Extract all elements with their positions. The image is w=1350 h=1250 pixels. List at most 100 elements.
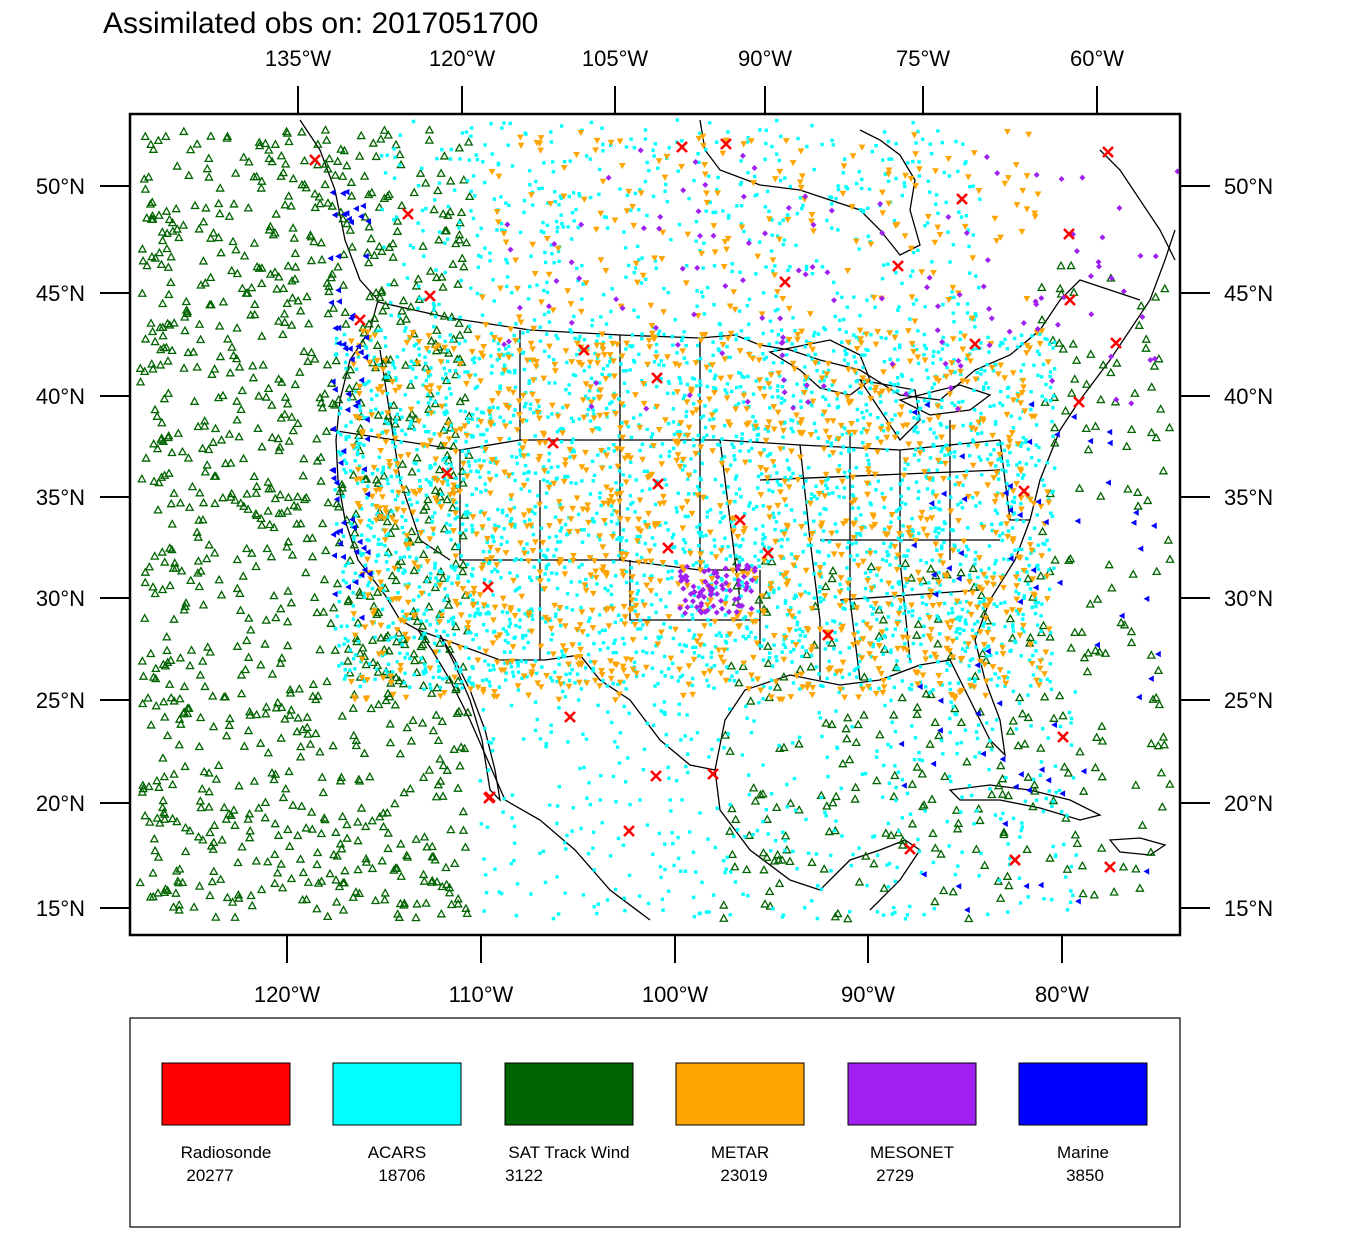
sat-wind-marker xyxy=(1134,320,1144,329)
acars-marker xyxy=(691,636,696,640)
acars-marker xyxy=(841,171,846,175)
acars-marker xyxy=(849,432,853,437)
acars-marker xyxy=(458,409,463,413)
acars-marker xyxy=(354,367,359,371)
sat-wind-marker xyxy=(1118,862,1129,871)
acars-marker xyxy=(831,143,835,147)
acars-marker xyxy=(954,630,958,634)
acars-marker xyxy=(524,401,528,406)
acars-marker xyxy=(856,506,861,510)
acars-marker xyxy=(393,497,398,502)
acars-marker xyxy=(1051,799,1055,804)
acars-marker xyxy=(394,215,399,219)
sat-wind-marker xyxy=(411,912,421,922)
acars-marker xyxy=(402,614,406,619)
acars-marker xyxy=(891,633,895,638)
acars-marker xyxy=(515,587,520,591)
acars-marker xyxy=(450,581,454,585)
acars-marker xyxy=(845,566,849,570)
acars-marker xyxy=(975,736,980,741)
acars-marker xyxy=(892,383,896,387)
sat-wind-marker xyxy=(364,222,374,231)
acars-marker xyxy=(965,302,970,306)
sat-wind-marker xyxy=(185,144,196,154)
acars-marker xyxy=(521,331,525,335)
sat-wind-marker xyxy=(431,710,441,719)
acars-marker xyxy=(740,557,745,562)
acars-marker xyxy=(747,634,751,639)
sat-wind-marker xyxy=(396,839,406,848)
sat-wind-marker xyxy=(182,703,193,712)
acars-marker xyxy=(833,522,838,526)
acars-marker xyxy=(510,164,515,168)
acars-marker xyxy=(751,415,755,419)
acars-marker xyxy=(978,501,982,505)
acars-marker xyxy=(637,352,641,356)
acars-marker xyxy=(697,911,702,916)
acars-marker xyxy=(816,332,821,336)
sat-wind-marker xyxy=(154,210,164,219)
acars-marker xyxy=(483,726,487,731)
acars-marker xyxy=(437,302,441,307)
acars-marker xyxy=(937,500,941,504)
acars-marker xyxy=(551,916,556,921)
acars-marker xyxy=(950,290,954,294)
acars-marker xyxy=(592,641,596,646)
acars-marker xyxy=(333,488,337,492)
sat-wind-marker xyxy=(220,458,231,468)
acars-marker xyxy=(582,338,587,342)
sat-wind-marker xyxy=(779,672,789,681)
acars-marker xyxy=(581,893,586,897)
sat-wind-marker xyxy=(372,609,382,619)
metar-marker xyxy=(540,375,548,382)
sat-wind-marker xyxy=(203,642,213,651)
acars-marker xyxy=(711,340,715,344)
acars-marker xyxy=(1006,558,1011,562)
acars-marker xyxy=(926,612,930,617)
sat-wind-marker xyxy=(389,277,399,287)
acars-marker xyxy=(813,562,818,566)
acars-marker xyxy=(824,507,828,512)
sat-wind-marker xyxy=(785,798,796,807)
acars-marker xyxy=(446,575,451,579)
acars-marker xyxy=(887,861,892,866)
acars-marker xyxy=(992,448,996,452)
acars-marker xyxy=(380,411,384,415)
sat-wind-marker xyxy=(385,354,396,364)
sat-wind-marker xyxy=(1037,526,1048,536)
sat-wind-marker xyxy=(388,238,398,248)
sat-wind-marker xyxy=(282,298,292,308)
acars-marker xyxy=(344,470,348,475)
sat-wind-marker xyxy=(283,586,293,595)
canada-coastline xyxy=(699,119,921,256)
sat-wind-marker xyxy=(975,815,985,825)
acars-marker xyxy=(684,764,688,769)
acars-marker xyxy=(749,630,753,635)
sat-wind-marker xyxy=(263,383,274,393)
acars-marker xyxy=(542,349,547,353)
acars-marker xyxy=(889,745,893,749)
map-area xyxy=(130,114,1180,935)
acars-marker xyxy=(381,467,385,472)
acars-marker xyxy=(664,605,668,609)
acars-marker xyxy=(651,194,656,199)
acars-marker xyxy=(734,434,739,439)
acars-marker xyxy=(777,743,781,748)
acars-marker xyxy=(989,677,993,682)
sat-wind-marker xyxy=(375,292,385,302)
sat-wind-marker xyxy=(194,741,205,751)
acars-marker xyxy=(545,280,549,284)
acars-marker xyxy=(951,528,956,533)
acars-marker xyxy=(579,826,583,831)
acars-marker xyxy=(424,206,428,211)
sat-wind-marker xyxy=(383,130,394,139)
acars-marker xyxy=(479,490,483,494)
acars-marker xyxy=(621,473,625,477)
sat-wind-marker xyxy=(984,739,995,748)
acars-marker xyxy=(762,448,766,452)
sat-wind-marker xyxy=(1116,617,1126,627)
acars-marker xyxy=(474,633,478,637)
acars-marker xyxy=(816,361,821,365)
acars-marker xyxy=(907,654,911,658)
acars-marker xyxy=(558,540,563,544)
